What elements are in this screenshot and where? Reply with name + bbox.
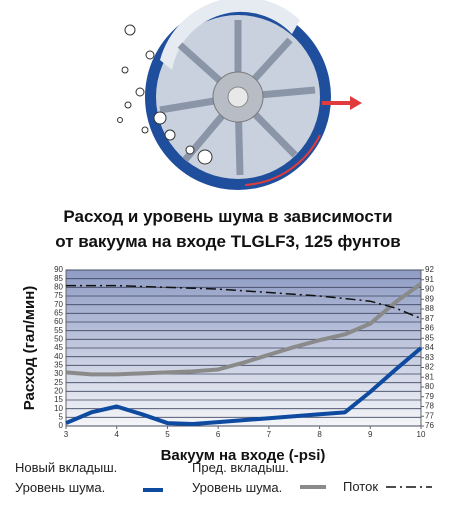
y-tick-label: 60 — [54, 317, 63, 326]
y-tick-label: 55 — [54, 326, 63, 335]
y2-tick-label: 89 — [425, 294, 434, 303]
y2-tick-label: 90 — [425, 285, 434, 294]
y-axis-label: Расход (гал/мин) — [21, 286, 38, 411]
y2-tick-label: 80 — [425, 382, 434, 391]
y2-tick-label: 87 — [425, 314, 434, 323]
y2-tick-label: 81 — [425, 372, 434, 381]
pump-illustration — [117, 0, 362, 190]
x-tick-label: 3 — [64, 430, 69, 439]
y2-tick-label: 83 — [425, 353, 434, 362]
y-tick-label: 90 — [54, 265, 63, 274]
y2-tick-label: 82 — [425, 363, 434, 372]
y-tick-label: 50 — [54, 334, 63, 343]
y2-tick-label: 79 — [425, 392, 434, 401]
x-tick-label: 7 — [267, 430, 272, 439]
y-tick-label: 75 — [54, 291, 63, 300]
y-tick-label: 85 — [54, 274, 63, 283]
y2-tick-label: 86 — [425, 324, 434, 333]
y-tick-label: 5 — [59, 412, 64, 421]
y-tick-label: 15 — [54, 395, 63, 404]
y-tick-label: 70 — [54, 300, 63, 309]
y2-tick-label: 92 — [425, 265, 434, 274]
y-tick-label: 20 — [54, 386, 63, 395]
y2-tick-label: 77 — [425, 411, 434, 420]
y-tick-label: 25 — [54, 378, 63, 387]
y-tick-label: 40 — [54, 352, 63, 361]
y2-tick-label: 91 — [425, 275, 434, 284]
y2-tick-label: 85 — [425, 333, 434, 342]
y-tick-label: 45 — [54, 343, 63, 352]
y2-tick-label: 78 — [425, 402, 434, 411]
series-line — [65, 282, 423, 377]
x-tick-label: 8 — [317, 430, 322, 439]
chart-title: Расход и уровень шума в зависимости от в… — [55, 207, 401, 251]
y-tick-label: 35 — [54, 360, 63, 369]
y2-tick-label: 84 — [425, 343, 434, 352]
y-tick-label: 10 — [54, 404, 63, 413]
x-tick-label: 4 — [114, 430, 119, 439]
y2-tick-label: 88 — [425, 304, 434, 313]
legend-label: Пред. вкладыш. Уровень шума. — [192, 460, 289, 495]
x-axis-label: Вакуум на входе (-psi) — [161, 447, 326, 464]
y-tick-label: 80 — [54, 282, 63, 291]
y-tick-label: 30 — [54, 369, 63, 378]
x-tick-label: 6 — [216, 430, 221, 439]
legend-label: Новый вкладыш. Уровень шума. — [15, 460, 118, 495]
x-tick-label: 10 — [417, 430, 426, 439]
y2-tick-label: 76 — [425, 421, 434, 430]
series-line — [65, 346, 423, 427]
y-tick-label: 65 — [54, 308, 63, 317]
y-tick-label: 0 — [59, 421, 64, 430]
x-tick-label: 5 — [165, 430, 170, 439]
x-tick-label: 9 — [368, 430, 373, 439]
legend-label: Поток — [343, 479, 379, 494]
